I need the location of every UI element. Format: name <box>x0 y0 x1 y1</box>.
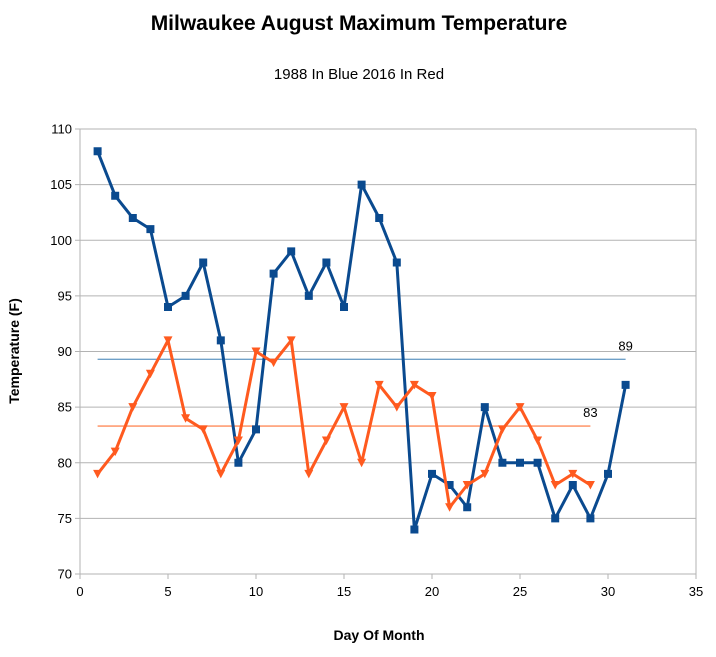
data-point <box>146 225 155 234</box>
data-point <box>463 503 472 512</box>
data-point <box>269 269 278 278</box>
data-point <box>93 469 103 479</box>
x-tick-label: 15 <box>337 584 351 599</box>
series-line <box>96 149 628 531</box>
data-point <box>198 425 208 434</box>
axes: 70 75 80 85 90 95 100 105 110 0 5 10 15 20 25 30 35 <box>50 122 703 600</box>
data-point <box>181 291 190 300</box>
reference-lines: 89 83 <box>97 338 633 427</box>
data-point <box>533 458 542 467</box>
x-tick-label: 0 <box>76 584 83 599</box>
y-tick-label: 80 <box>58 455 72 470</box>
data-point <box>145 369 155 379</box>
data-point <box>409 380 419 390</box>
data-point <box>128 214 137 222</box>
data-point <box>445 503 455 512</box>
data-series <box>93 147 630 534</box>
data-point <box>428 469 436 478</box>
data-point <box>497 425 507 434</box>
data-point <box>621 380 630 389</box>
y-tick-label: 90 <box>58 344 72 359</box>
data-point <box>568 469 578 479</box>
data-point <box>163 336 173 345</box>
data-point <box>216 336 225 345</box>
data-point <box>551 514 560 523</box>
data-point <box>515 403 525 412</box>
data-point <box>340 303 348 311</box>
y-tick-label: 105 <box>50 177 72 192</box>
data-point <box>234 458 243 467</box>
data-point <box>462 481 472 490</box>
y-tick-label: 75 <box>58 511 72 526</box>
data-point <box>181 414 191 423</box>
data-point <box>252 425 260 434</box>
data-point <box>199 258 208 267</box>
x-tick-label: 20 <box>425 584 439 599</box>
data-point <box>550 481 560 490</box>
data-point <box>128 403 138 412</box>
data-point <box>604 469 612 478</box>
x-tick-label: 5 <box>164 584 171 599</box>
series-0 <box>93 147 630 534</box>
data-point <box>392 403 402 412</box>
data-point <box>322 258 331 267</box>
data-point <box>286 336 296 345</box>
data-point <box>533 436 543 445</box>
reference-line-label: 83 <box>583 405 597 420</box>
data-point <box>480 403 489 412</box>
y-tick-label: 70 <box>58 567 72 582</box>
chart-title: Milwaukee August Maximum Temperature <box>151 12 568 35</box>
data-point <box>586 514 595 523</box>
data-point <box>392 258 401 267</box>
reference-line-label: 89 <box>618 338 632 353</box>
data-point <box>233 436 243 445</box>
data-point <box>498 458 507 467</box>
data-point <box>216 469 226 479</box>
x-tick-label: 25 <box>513 584 527 599</box>
data-point <box>110 447 120 457</box>
x-tick-label: 10 <box>249 584 263 599</box>
series-line <box>96 338 592 509</box>
data-point <box>93 147 102 156</box>
data-point <box>269 358 279 368</box>
data-point <box>357 458 367 468</box>
data-point <box>410 525 419 534</box>
data-point <box>480 469 490 479</box>
data-point <box>375 214 384 222</box>
y-tick-label: 110 <box>51 122 72 137</box>
data-point <box>568 481 577 489</box>
data-point <box>339 403 349 412</box>
data-point <box>164 303 172 311</box>
grid-lines <box>80 128 696 575</box>
data-point <box>516 458 524 467</box>
y-tick-label: 95 <box>58 288 72 303</box>
data-point <box>427 392 437 401</box>
data-point <box>111 191 120 200</box>
data-point <box>304 291 313 300</box>
data-point <box>251 347 261 356</box>
data-point <box>304 469 314 479</box>
chart-subtitle: 1988 In Blue 2016 In Red <box>274 66 444 83</box>
x-axis-label: Day Of Month <box>334 627 425 643</box>
series-1 <box>93 336 595 512</box>
data-point <box>445 481 454 489</box>
y-tick-label: 100 <box>50 233 72 248</box>
x-tick-label: 30 <box>601 584 615 599</box>
data-point <box>357 180 366 189</box>
x-tick-label: 35 <box>689 584 703 599</box>
data-point <box>287 247 296 256</box>
y-tick-label: 85 <box>58 400 72 415</box>
data-point <box>374 380 384 390</box>
data-point <box>585 481 595 490</box>
data-point <box>321 436 331 445</box>
y-axis-label: Temperature (F) <box>6 298 22 404</box>
